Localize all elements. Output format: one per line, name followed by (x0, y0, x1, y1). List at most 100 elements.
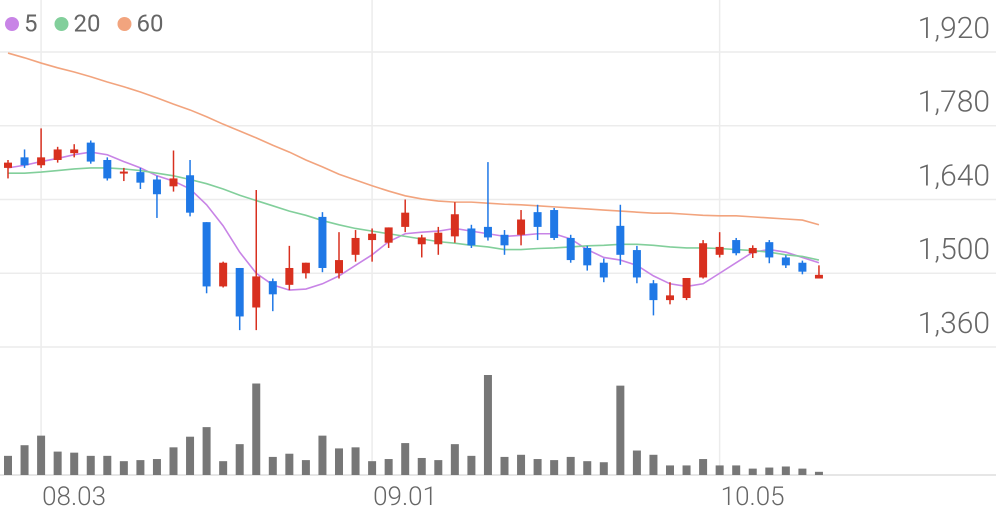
candle-body (4, 162, 12, 168)
legend-label: 5 (24, 9, 38, 37)
y-tick-label: 1,360 (918, 306, 990, 341)
volume-bar (649, 454, 658, 475)
volume-bar (318, 435, 327, 475)
candle-body (335, 260, 343, 274)
volume-bar (550, 460, 559, 475)
volume-bar (781, 466, 790, 475)
volume-bar (401, 443, 410, 475)
candle-body (169, 178, 178, 187)
candle-body (682, 277, 691, 299)
volume-bar (500, 456, 509, 475)
candle-body (632, 250, 641, 278)
x-tick-label: 10.05 (721, 482, 785, 512)
y-tick-label: 1,780 (918, 85, 990, 120)
candle-body (368, 233, 377, 241)
volume-bar (4, 455, 12, 475)
volume-bar (666, 465, 674, 475)
volume-bar (417, 457, 426, 475)
candle-body (649, 283, 658, 301)
candle-body (37, 157, 46, 166)
candle-body (765, 242, 774, 258)
volume-bar (384, 459, 393, 475)
volume-bar (368, 461, 377, 475)
volume-bar (599, 462, 608, 475)
legend-swatch (54, 17, 69, 31)
volume-bar (202, 427, 211, 475)
candle-body (666, 295, 674, 301)
candle-body (152, 179, 161, 195)
candle-body (417, 237, 426, 245)
candle-body (252, 276, 261, 308)
candle-body (119, 171, 128, 174)
candle-body (351, 237, 360, 255)
legend-swatch (117, 17, 132, 31)
candle-body (103, 159, 112, 179)
volume-bar (517, 454, 526, 475)
candle-body (732, 240, 741, 254)
volume-bar (616, 385, 625, 475)
volume-bar (765, 467, 774, 475)
candle-body (186, 175, 195, 213)
volume-bar (699, 459, 708, 475)
ma-line (7, 151, 820, 291)
volume-bar (219, 461, 228, 475)
y-tick-label: 1,640 (918, 158, 990, 193)
candle-body (450, 214, 459, 237)
volume-bar (119, 461, 128, 475)
candle-body (86, 142, 95, 162)
volume-bar (814, 471, 823, 475)
volume-bar (335, 448, 343, 475)
candle-body (301, 262, 310, 274)
x-tick-label: 09.01 (373, 482, 437, 512)
volume-bar (20, 445, 29, 475)
candle-body (268, 281, 277, 295)
candle-body (219, 262, 228, 287)
volume-bar (235, 444, 244, 475)
candle-body (20, 157, 29, 166)
ma-line (7, 52, 820, 226)
candle-body (483, 226, 492, 238)
candle-body (384, 227, 393, 243)
volume-bar (748, 468, 757, 475)
volume-bar (186, 436, 195, 475)
volume-bar (86, 455, 95, 475)
volume-bar (351, 447, 360, 475)
candle-body (434, 232, 443, 245)
legend-label: 60 (136, 9, 163, 37)
candle-body (53, 149, 62, 160)
x-tick-label: 08.03 (42, 482, 106, 512)
volume-bar (715, 465, 724, 475)
ma-line (8, 167, 820, 261)
candle-body (318, 216, 327, 268)
volume-bar (467, 455, 476, 475)
volume-bar (533, 459, 542, 475)
candle-body (715, 246, 724, 255)
volume-bar (483, 375, 492, 475)
candle-body (136, 172, 145, 183)
candle-body (550, 210, 559, 238)
candle-body (235, 267, 244, 317)
candle-body (285, 267, 294, 285)
volume-bar (136, 460, 145, 475)
volume-bar (798, 468, 807, 475)
candle-body (202, 222, 211, 287)
legend-label: 20 (74, 9, 101, 37)
y-tick-label: 1,500 (918, 232, 990, 267)
candle-body (533, 212, 542, 227)
volume-bar (632, 450, 641, 475)
volume-bar (152, 459, 161, 475)
volume-bar (252, 383, 261, 475)
volume-bar (70, 452, 79, 475)
volume-bar (103, 455, 112, 475)
volume-bar (285, 453, 294, 475)
volume-bar (268, 456, 277, 475)
candle-body (748, 247, 757, 254)
candle-body (500, 234, 509, 246)
candle-body (583, 247, 592, 266)
volume-bar (53, 451, 62, 475)
candle-body (699, 243, 708, 278)
candle-body (401, 212, 410, 227)
candle-body (467, 228, 476, 246)
volume-bar (682, 465, 691, 475)
